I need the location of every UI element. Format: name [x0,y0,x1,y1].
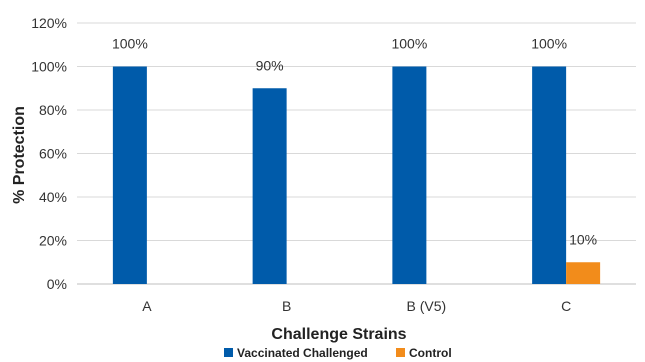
legend-label: Vaccinated Challenged [237,346,368,360]
data-label: 100% [112,36,148,52]
bar-vaccinated-challenged [252,88,287,284]
x-tick-label: B (V5) [407,298,447,314]
x-axis-ticks: A B B (V5) C [142,298,571,314]
y-tick-label: 60% [39,146,67,162]
legend-label: Control [409,346,452,360]
y-tick-label: 120% [31,15,67,31]
y-tick-label: 20% [39,233,67,249]
y-tick-label: 80% [39,102,67,118]
legend-swatch [396,348,405,357]
y-tick-label: 100% [31,59,67,75]
x-axis-title: Challenge Strains [271,326,406,343]
gridlines [77,22,636,285]
legend-swatch [224,348,233,357]
bar-vaccinated-challenged [392,66,427,284]
x-tick-label: A [142,298,152,314]
y-tick-label: 0% [47,276,67,292]
x-tick-label: B [282,298,291,314]
data-label: 100% [531,36,567,52]
legend: Vaccinated Challenged Control [224,346,452,360]
bar-control [566,262,601,284]
data-label: 90% [256,57,284,73]
data-label: 100% [391,36,427,52]
x-tick-label: C [561,298,571,314]
data-labels: 100% 90% 100% 100% 10% [112,36,597,248]
bar-vaccinated-challenged [112,66,147,284]
bars [112,66,601,284]
y-axis-ticks: 0% 20% 40% 60% 80% 100% 120% [31,15,67,292]
y-axis-title: % Protection [11,106,28,204]
data-label: 10% [569,231,597,247]
y-tick-label: 40% [39,189,67,205]
bar-vaccinated-challenged [532,66,567,284]
